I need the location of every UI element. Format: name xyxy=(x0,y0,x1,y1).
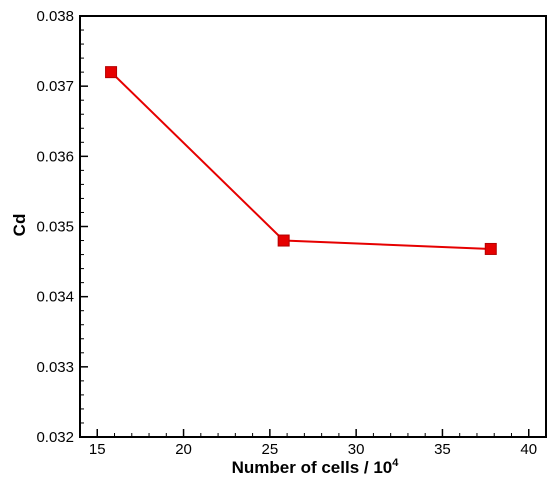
y-tick-label: 0.033 xyxy=(36,359,74,376)
y-tick-label: 0.035 xyxy=(36,219,74,236)
x-axis-title-superscript: 4 xyxy=(392,457,399,469)
y-tick-label: 0.034 xyxy=(36,289,74,306)
y-tick-label: 0.036 xyxy=(36,148,74,165)
x-axis-ticks: 15 20 25 30 35 40 xyxy=(79,429,547,458)
x-tick-label: 15 xyxy=(89,441,106,458)
y-tick-label: 0.032 xyxy=(36,429,74,446)
x-axis-title: Number of cells / 104 xyxy=(232,457,400,477)
x-tick-label: 35 xyxy=(434,441,451,458)
x-tick-label: 25 xyxy=(262,441,279,458)
data-point-marker xyxy=(277,234,290,247)
x-tick-label: 30 xyxy=(348,441,365,458)
y-tick-label: 0.038 xyxy=(36,8,74,25)
y-tick-label: 0.037 xyxy=(36,78,74,95)
data-point-marker xyxy=(105,66,118,79)
y-axis-ticks: 0.032 0.033 0.034 0.035 0.036 0.037 0.038 xyxy=(36,8,88,446)
y-axis-title: Cd xyxy=(10,214,29,237)
x-tick-label: 20 xyxy=(175,441,192,458)
data-point-marker xyxy=(484,242,497,255)
x-axis-title-main: Number of cells / 10 xyxy=(232,458,393,477)
x-tick-label: 40 xyxy=(520,441,537,458)
series-layer xyxy=(105,66,497,255)
